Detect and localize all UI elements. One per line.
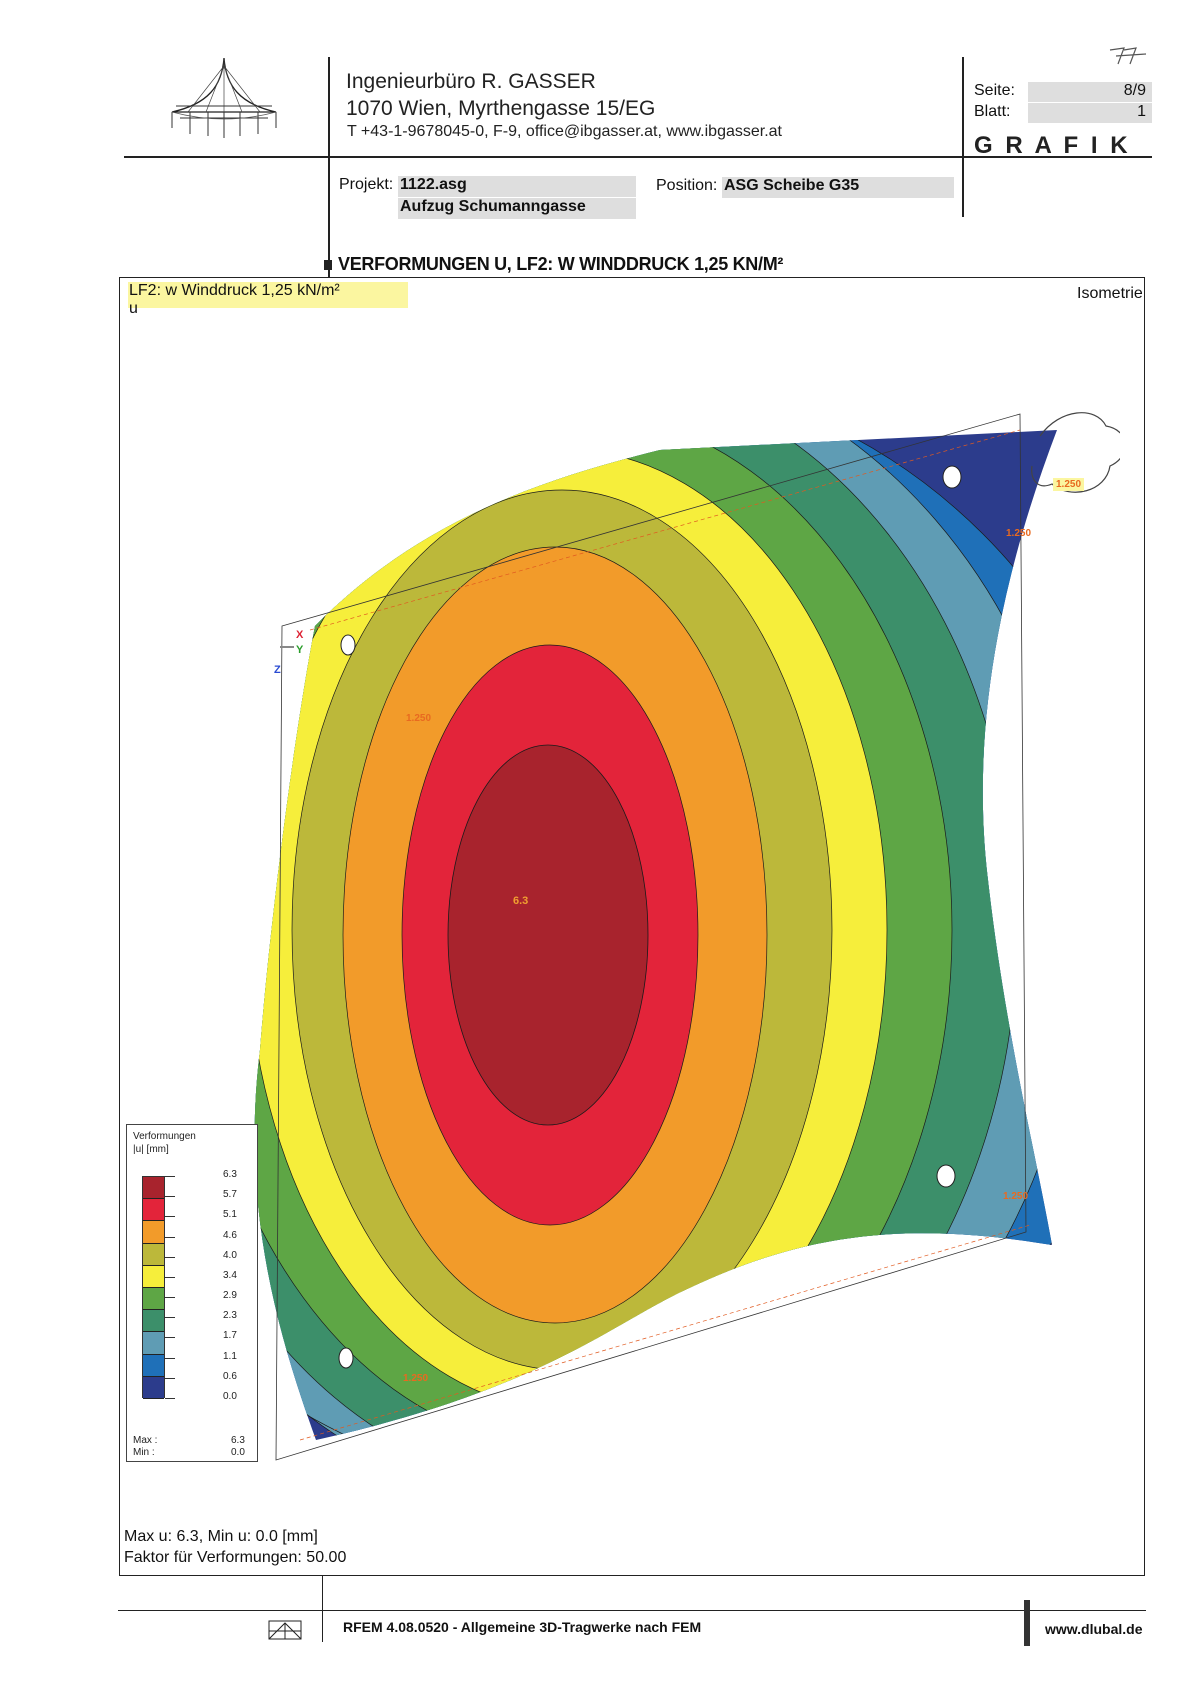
legend-value: 4.6 (223, 1229, 237, 1241)
legend-max-label: Max : (133, 1435, 158, 1446)
header-vline-right (962, 57, 964, 217)
load-label-lower-left: 1.250 (403, 1373, 429, 1384)
legend-band (143, 1221, 164, 1244)
legend-tick (165, 1176, 175, 1177)
legend-tick (165, 1216, 175, 1218)
load-label-upper-right: 1.250 (1006, 528, 1032, 539)
axis-x-label: X (296, 629, 304, 641)
legend-color-bar (142, 1176, 165, 1399)
legend-band (143, 1177, 164, 1200)
legend-band (143, 1265, 164, 1288)
figure-marker (324, 260, 332, 270)
company-contact: T +43-1-9678045-0, F-9, office@ibgasser.… (347, 123, 782, 140)
legend-value: 0.0 (223, 1391, 237, 1402)
legend-value: 1.7 (223, 1330, 237, 1342)
header-hline (124, 156, 1152, 158)
legend-band (143, 1243, 164, 1266)
deformation-plot (254, 412, 1120, 1461)
load-label-left: 1.250 (406, 713, 432, 724)
legend-value: 3.4 (223, 1269, 237, 1281)
view-label: Isometrie (1077, 285, 1143, 302)
legend-tick (165, 1256, 175, 1258)
projekt-value-2: Aufzug Schumanngasse (398, 198, 636, 219)
legend-title: Verformungen (133, 1131, 196, 1142)
axis-triad (280, 646, 294, 648)
footer-software: RFEM 4.08.0520 - Allgemeine 3D-Tragwerke… (343, 1619, 702, 1635)
legend-value: 0.6 (223, 1370, 237, 1382)
legend-tick (165, 1357, 175, 1359)
legend-band (143, 1199, 164, 1222)
axis-y-label: Y (296, 644, 304, 656)
seite-value: 8/9 (1028, 82, 1152, 102)
legend-max-value: 6.3 (231, 1435, 245, 1446)
legend-tick (165, 1297, 175, 1299)
figure-frame (119, 277, 1145, 1576)
legend-tick (165, 1276, 175, 1278)
seite-label: Seite: (974, 82, 1015, 99)
legend-band (143, 1376, 164, 1399)
legend-value: 2.9 (223, 1290, 237, 1302)
legend: Verformungen |u| [mm] 6.3 5.7 5.1 4.6 4.0 3.4… (126, 1124, 258, 1462)
load-label-lower-right: 1.250 (1003, 1191, 1029, 1202)
legend-band (143, 1332, 164, 1355)
legend-tick (165, 1377, 175, 1379)
legend-tick (165, 1398, 175, 1399)
max-value-label: 6.3 (513, 895, 529, 907)
projekt-value-1: 1122.asg (398, 176, 636, 197)
summary-factor: Faktor für Verformungen: 50.00 (124, 1549, 347, 1566)
position-label: Position: (656, 177, 718, 194)
footer-website: www.dlubal.de (1045, 1621, 1143, 1637)
legend-min-label: Min : (133, 1447, 155, 1458)
legend-value: 1.1 (223, 1350, 237, 1362)
company-address: 1070 Wien, Myrthengasse 15/EG (346, 97, 656, 120)
legend-band (143, 1287, 164, 1311)
axis-z-label: Z (274, 664, 281, 676)
legend-value: 4.0 (223, 1249, 237, 1261)
footer-bar (1024, 1600, 1030, 1646)
header-vline-left (328, 57, 330, 277)
projekt-label: Projekt: (339, 176, 394, 193)
variable-label: u (129, 300, 138, 317)
section-title: G R A F I K (974, 132, 1131, 159)
legend-tick (165, 1337, 175, 1339)
legend-band (143, 1354, 164, 1377)
legend-value: 5.1 (223, 1209, 237, 1221)
legend-value: 2.3 (223, 1310, 237, 1322)
legend-tick (165, 1317, 175, 1319)
company-logo (171, 57, 277, 138)
footer-logo-icon (268, 1620, 302, 1640)
position-value: ASG Scheibe G35 (722, 177, 954, 198)
blatt-value: 1 (1028, 103, 1152, 123)
summary-max-min: Max u: 6.3, Min u: 0.0 [mm] (124, 1528, 318, 1545)
legend-band (143, 1310, 164, 1333)
footer-hline (118, 1610, 1146, 1612)
load-label-top-right: 1.250 (1053, 478, 1085, 491)
legend-unit: |u| [mm] (133, 1144, 169, 1155)
legend-value: 5.7 (223, 1189, 237, 1201)
footer-vline (322, 1576, 324, 1642)
legend-tick (165, 1236, 175, 1238)
initials-mark (1109, 47, 1147, 65)
legend-tick (165, 1196, 175, 1198)
company-name: Ingenieurbüro R. GASSER (346, 70, 596, 93)
legend-value: 6.3 (223, 1169, 237, 1180)
figure-heading: VERFORMUNGEN U, LF2: W WINDDRUCK 1,25 KN… (338, 254, 784, 274)
blatt-label: Blatt: (974, 103, 1011, 120)
legend-min-value: 0.0 (231, 1447, 245, 1458)
loadcase-label: LF2: w Winddruck 1,25 kN/m² (128, 282, 408, 308)
